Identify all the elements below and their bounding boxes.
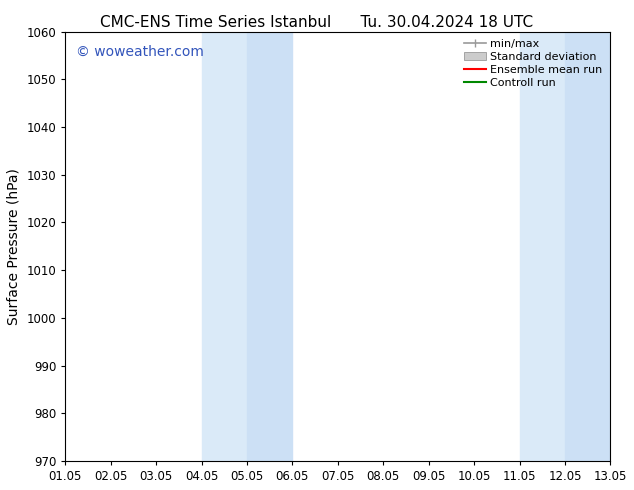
Legend: min/max, Standard deviation, Ensemble mean run, Controll run: min/max, Standard deviation, Ensemble me… — [459, 35, 607, 92]
Bar — [565, 31, 611, 461]
Bar — [519, 31, 565, 461]
Bar — [202, 31, 247, 461]
Bar — [247, 31, 292, 461]
Y-axis label: Surface Pressure (hPa): Surface Pressure (hPa) — [7, 168, 21, 325]
Text: © woweather.com: © woweather.com — [76, 45, 204, 58]
Text: CMC-ENS Time Series Istanbul      Tu. 30.04.2024 18 UTC: CMC-ENS Time Series Istanbul Tu. 30.04.2… — [100, 15, 534, 30]
